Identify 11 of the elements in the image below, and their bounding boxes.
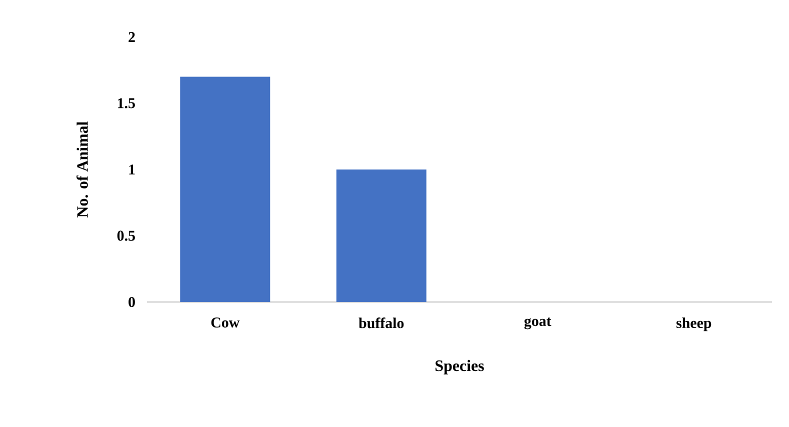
x-axis-title: Species (436, 360, 484, 374)
x-tick-label: buffalo (358, 318, 404, 328)
y-axis-title: No. of Animal (76, 122, 88, 218)
y-tick-label: 1 (129, 164, 135, 174)
y-tick-label: 0.5 (117, 230, 135, 241)
x-tick-label: sheep (676, 318, 712, 332)
y-tick-label: 2 (128, 32, 135, 42)
x-tick-label: Cow (211, 318, 240, 328)
y-tick-label: 0 (128, 296, 135, 308)
y-tick-label: 1.5 (118, 98, 135, 108)
x-tick-label: goat (524, 318, 552, 330)
